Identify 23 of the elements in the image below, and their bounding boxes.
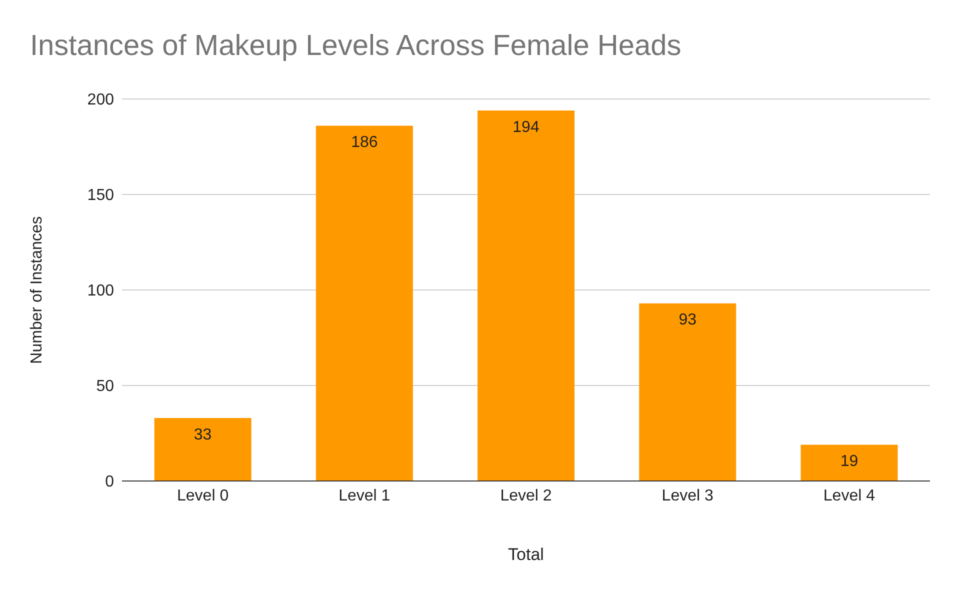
y-tick-label: 0 xyxy=(105,474,114,491)
y-tick-label: 100 xyxy=(87,282,114,300)
x-tick-label: Level 1 xyxy=(338,487,390,504)
y-tick-label: 50 xyxy=(96,378,114,396)
x-axis-title: Total xyxy=(508,545,544,564)
data-label: 186 xyxy=(351,134,378,152)
bar xyxy=(478,110,575,481)
bar xyxy=(639,303,736,481)
chart-title: Instances of Makeup Levels Across Female Heads xyxy=(30,30,682,63)
bar xyxy=(800,444,898,481)
y-tick-label: 150 xyxy=(87,187,114,204)
bar xyxy=(154,418,252,481)
y-axis-title: Number of Instances xyxy=(28,216,46,364)
data-label: 33 xyxy=(194,426,212,444)
bar xyxy=(316,126,413,481)
x-tick-label: Level 4 xyxy=(823,487,876,504)
x-tick-label: Level 2 xyxy=(500,487,552,504)
data-label: 19 xyxy=(840,453,858,470)
data-label: 93 xyxy=(678,312,697,329)
data-label: 194 xyxy=(512,118,540,136)
x-tick-label: Level 0 xyxy=(177,487,229,504)
y-tick-label: 200 xyxy=(87,92,114,109)
x-tick-label: Level 3 xyxy=(662,487,714,504)
